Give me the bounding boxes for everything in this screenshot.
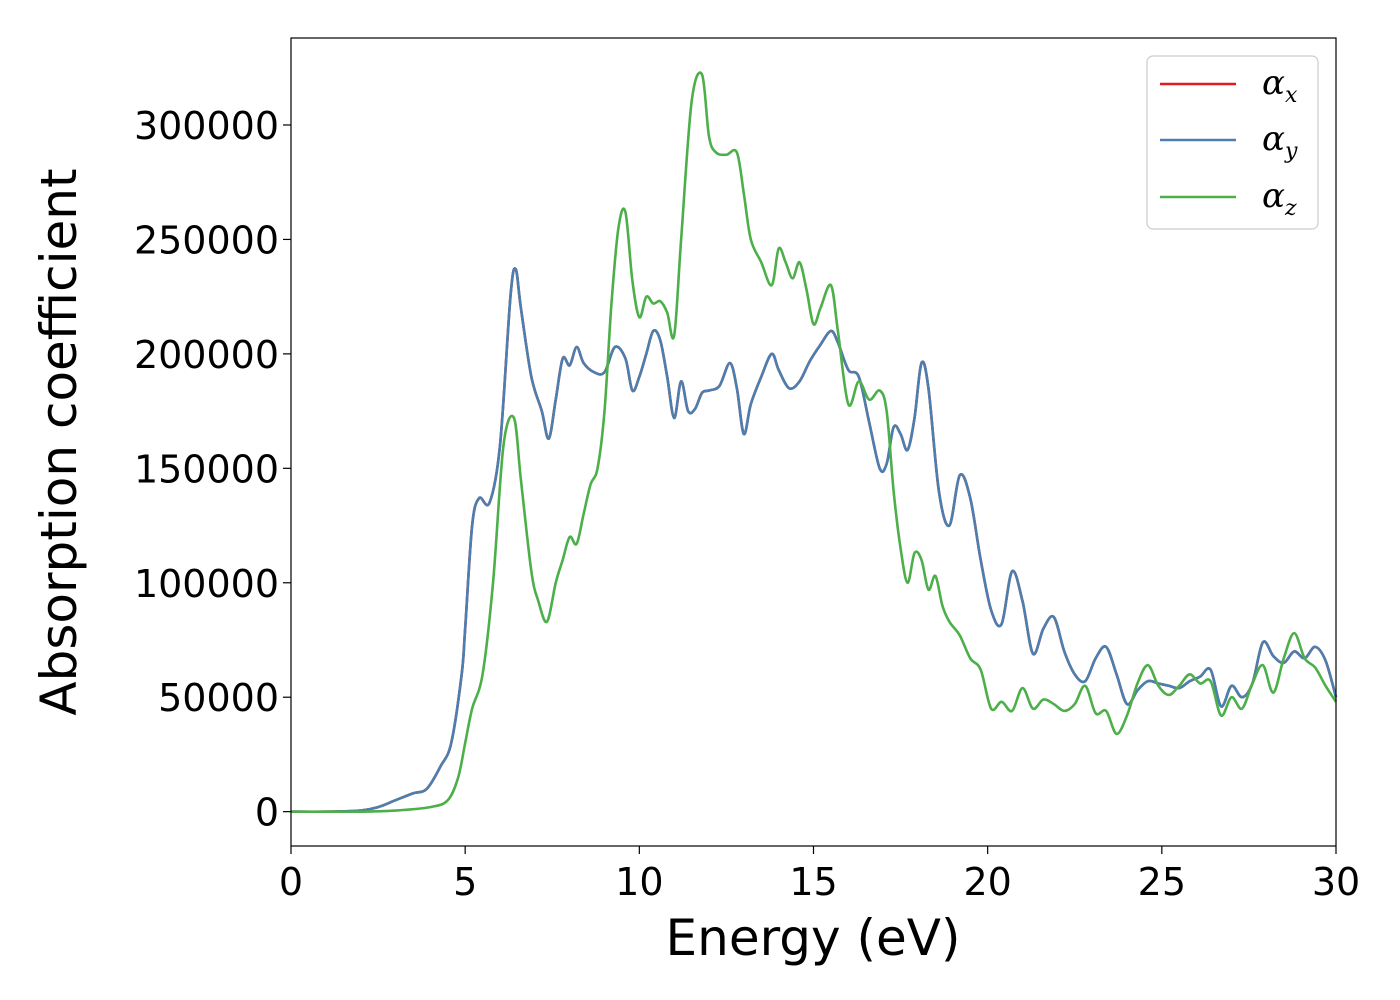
y-axis-title: Absorption coefficient [30,168,88,715]
legend-symbol: α [1262,119,1285,159]
x-tick-label: 10 [615,860,663,904]
x-tick-label: 25 [1138,860,1186,904]
legend-subscript: y [1284,139,1298,164]
y-axis: 0 50000 100000 150000 200000 250000 300000 [134,104,291,835]
legend-label-z: αz [1262,176,1297,221]
y-tick-label: 100000 [134,562,279,606]
y-tick-label: 200000 [134,333,279,377]
y-tick-label: 250000 [134,218,279,262]
y-tick-label: 150000 [134,447,279,491]
legend-box [1146,55,1319,230]
x-tick-label: 15 [789,860,837,904]
y-tick-label: 300000 [134,104,279,148]
x-tick-label: 0 [279,860,303,904]
series-layer [290,71,1338,814]
x-axis-title: Energy (eV) [666,909,961,967]
x-tick-label: 5 [453,860,477,904]
legend-label-y: αy [1262,119,1298,164]
y-tick-label: 0 [255,791,279,835]
y-tick-label: 50000 [158,676,279,720]
legend-subscript: z [1284,196,1297,221]
legend-symbol: α [1262,176,1285,216]
series-line-y [290,267,1338,814]
legend-subscript: x [1285,83,1298,108]
series-line-z [291,71,1338,814]
x-axis: 0 5 10 15 20 25 30 [279,846,1360,904]
x-tick-label: 30 [1312,860,1360,904]
legend-label-x: αx [1262,63,1298,108]
legend-symbol: α [1262,63,1285,103]
x-tick-label: 20 [963,860,1011,904]
